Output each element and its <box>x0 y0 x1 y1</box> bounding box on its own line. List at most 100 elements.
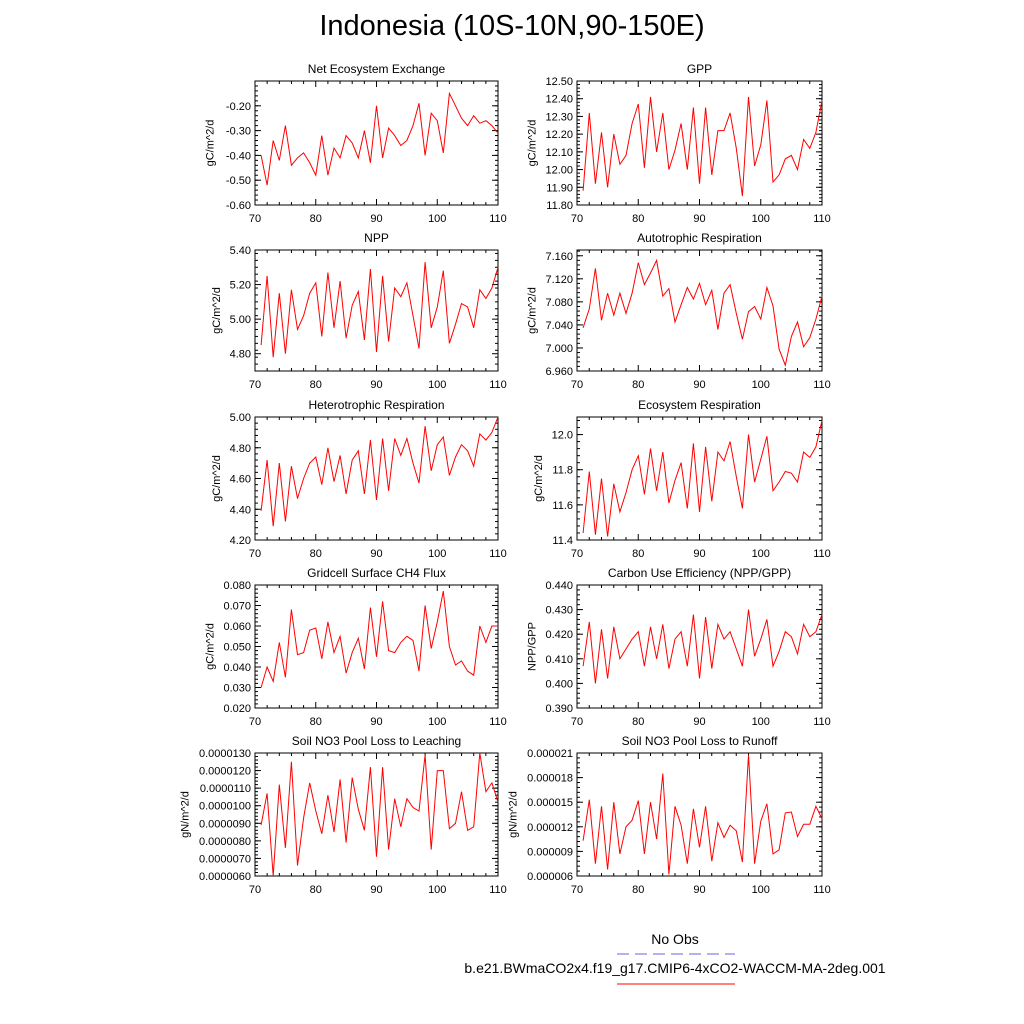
x-tick-label: 90 <box>370 884 382 896</box>
y-tick-label: 0.400 <box>545 678 573 690</box>
x-tick-label: 100 <box>428 884 446 896</box>
series-line <box>260 752 499 877</box>
y-tick-label: 0.0000090 <box>199 818 251 830</box>
y-tick-label: 12.30 <box>545 111 573 123</box>
chart-title: GPP <box>687 62 712 76</box>
y-tick-label: 0.030 <box>223 683 251 695</box>
plot-frame <box>576 416 823 541</box>
y-tick-label: 11.8 <box>552 465 573 477</box>
plot-frame <box>254 416 499 541</box>
x-tick-label: 110 <box>489 379 507 391</box>
x-tick-label: 110 <box>813 379 831 391</box>
plot-frame <box>254 80 499 206</box>
x-tick-label: 100 <box>428 716 446 728</box>
y-tick-label: 4.20 <box>230 535 251 547</box>
x-tick-label: 100 <box>428 548 446 560</box>
chart-panel: 70 80 90 100 110 4.80 5.00 5.20 5.40 NPP gC/m^2/d <box>211 231 507 391</box>
y-tick-label: 7.120 <box>545 274 573 286</box>
y-tick-label: 0.0000070 <box>199 853 251 865</box>
x-tick-label: 90 <box>370 213 382 225</box>
y-tick-label: 11.80 <box>546 200 573 212</box>
y-axis-label: gC/m^2/d <box>533 455 545 502</box>
y-tick-label: 0.040 <box>223 662 251 674</box>
y-tick-label: 4.40 <box>230 504 251 516</box>
x-tick-label: 100 <box>752 213 770 225</box>
y-tick-label: 12.50 <box>545 76 573 88</box>
y-tick-label: 7.160 <box>545 251 573 263</box>
y-tick-label: 0.000021 <box>527 748 573 760</box>
y-tick-label: 0.000015 <box>527 797 573 809</box>
x-tick-label: 90 <box>370 379 382 391</box>
y-tick-label: 0.430 <box>545 605 573 617</box>
series-line <box>260 591 498 688</box>
x-tick-label: 80 <box>632 548 644 560</box>
x-tick-label: 70 <box>571 548 583 560</box>
x-tick-label: 80 <box>310 548 322 560</box>
y-tick-label: 0.440 <box>545 580 573 592</box>
legend-obs-label: No Obs <box>651 931 699 947</box>
x-tick-label: 90 <box>693 548 705 560</box>
x-tick-label: 90 <box>693 213 705 225</box>
x-tick-label: 110 <box>813 548 831 560</box>
plot-frame <box>254 249 499 372</box>
y-axis-label: gN/m^2/d <box>508 791 520 838</box>
y-tick-label: 0.080 <box>223 580 251 592</box>
x-tick-label: 100 <box>752 548 770 560</box>
y-tick-label: 0.000009 <box>527 846 573 858</box>
x-tick-label: 80 <box>310 884 322 896</box>
chart-title: Autotrophic Respiration <box>637 231 762 245</box>
page-title: Indonesia (10S-10N,90-150E) <box>319 10 705 42</box>
chart-title: Ecosystem Respiration <box>638 398 761 412</box>
plot-frame <box>254 584 499 709</box>
chart-title: Soil NO3 Pool Loss to Leaching <box>292 734 461 748</box>
x-tick-label: 90 <box>370 716 382 728</box>
y-tick-label: 7.080 <box>545 297 573 309</box>
chart-panel: 70 80 90 100 110 0.390 0.400 0.410 0.420 0.430 0.4… <box>527 566 831 728</box>
x-tick-label: 90 <box>693 379 705 391</box>
y-tick-label: 12.40 <box>545 94 573 106</box>
series-line <box>260 91 499 186</box>
series-line <box>260 262 499 358</box>
x-tick-label: 100 <box>752 884 770 896</box>
x-tick-label: 80 <box>310 379 322 391</box>
y-tick-label: 12.00 <box>545 165 573 177</box>
x-tick-label: 70 <box>249 548 261 560</box>
x-tick-label: 80 <box>632 379 644 391</box>
plot-frame <box>254 752 499 877</box>
x-tick-label: 90 <box>370 548 382 560</box>
y-tick-label: 0.0000120 <box>199 766 251 778</box>
y-tick-label: 5.00 <box>230 314 251 326</box>
series-line <box>582 258 823 367</box>
y-tick-label: 0.0000080 <box>199 836 251 848</box>
y-axis-label: gC/m^2/d <box>211 287 223 334</box>
y-tick-label: 12.0 <box>552 430 573 442</box>
y-tick-label: 0.0000060 <box>199 871 251 883</box>
x-tick-label: 80 <box>310 213 322 225</box>
y-tick-label: -0.40 <box>226 150 251 162</box>
y-axis-label: NPP/GPP <box>527 622 539 671</box>
chart-panel: 70 80 90 100 110 0.020 0.030 0.040 0.050 0.060 0.0… <box>205 566 507 728</box>
y-tick-label: -0.20 <box>226 101 251 113</box>
chart-panel: 70 80 90 100 110 4.20 4.40 4.60 4.80 5.00 Heterotr… <box>211 398 507 560</box>
y-axis-label: gN/m^2/d <box>179 791 191 838</box>
series-line <box>582 96 823 197</box>
y-tick-label: 4.80 <box>230 443 251 455</box>
chart-title: Soil NO3 Pool Loss to Runoff <box>622 734 779 748</box>
legend-model-label: b.e21.BWmaCO2x4.f19_g17.CMIP6-4xCO2-WACC… <box>464 960 886 976</box>
y-tick-label: 11.90 <box>546 182 573 194</box>
y-axis-label: gC/m^2/d <box>211 455 223 502</box>
chart-title: Net Ecosystem Exchange <box>308 62 446 76</box>
y-tick-label: 0.0000110 <box>200 783 251 795</box>
chart-panel: 70 80 90 100 110 0.000006 0.000009 0.000012 0.00… <box>508 734 831 896</box>
series-line <box>582 754 823 875</box>
y-tick-label: 5.40 <box>230 245 251 257</box>
y-tick-label: 0.020 <box>223 703 251 715</box>
y-tick-label: 4.80 <box>230 349 251 361</box>
x-tick-label: 110 <box>489 884 507 896</box>
plot-frame <box>576 584 823 709</box>
y-tick-label: 0.0000100 <box>199 801 251 813</box>
chart-panel: 70 80 90 100 110 -0.60 -0.50 -0.40 -0.30 -0.20 Net… <box>205 62 507 225</box>
x-tick-label: 110 <box>813 213 831 225</box>
y-axis-label: gC/m^2/d <box>527 120 539 167</box>
y-tick-label: 11.6 <box>552 500 573 512</box>
